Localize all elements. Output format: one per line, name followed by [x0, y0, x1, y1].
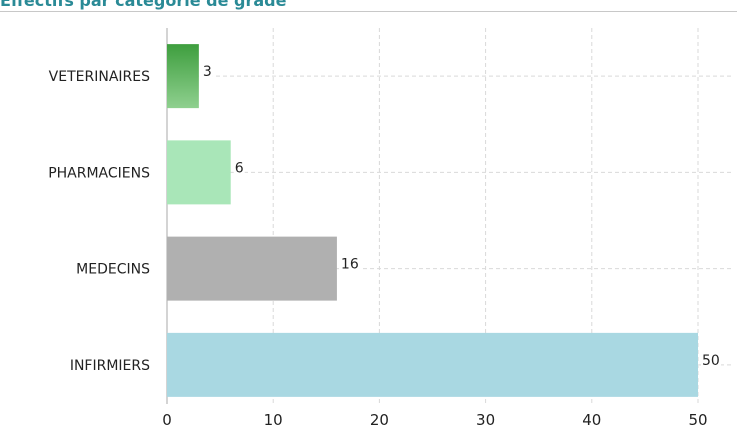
chart-title: Effectifs par catégorie de grade — [0, 0, 287, 10]
bar-medecins — [167, 236, 337, 301]
value-label: 3 — [203, 64, 212, 80]
labels: VETERINAIRES 3 PHARMACIENS 6 MEDECINS 16 INFIR… — [48, 64, 721, 429]
x-tick-label: 20 — [370, 411, 389, 429]
value-label-bg — [701, 352, 721, 367]
title-divider — [0, 11, 737, 12]
x-tick-label: 0 — [162, 411, 172, 429]
bars — [167, 44, 698, 397]
value-label: 50 — [702, 353, 720, 369]
x-tick-label: 10 — [264, 411, 283, 429]
value-label: 6 — [235, 160, 244, 176]
category-label: MEDECINS — [76, 262, 150, 278]
category-label: PHARMACIENS — [48, 165, 150, 181]
category-label: INFIRMIERS — [70, 358, 150, 374]
value-label: 16 — [341, 257, 359, 273]
bar-veterinaires — [167, 44, 199, 109]
x-tick-label: 40 — [582, 411, 601, 429]
value-label-bg — [201, 64, 213, 79]
value-label-bg — [233, 160, 245, 175]
bar-pharmaciens — [167, 140, 231, 205]
category-label: VETERINAIRES — [49, 69, 150, 85]
x-tick-label: 50 — [688, 411, 707, 429]
x-tick-label: 30 — [476, 411, 495, 429]
bar-infirmiers — [167, 332, 698, 397]
value-label-bg — [339, 256, 360, 271]
